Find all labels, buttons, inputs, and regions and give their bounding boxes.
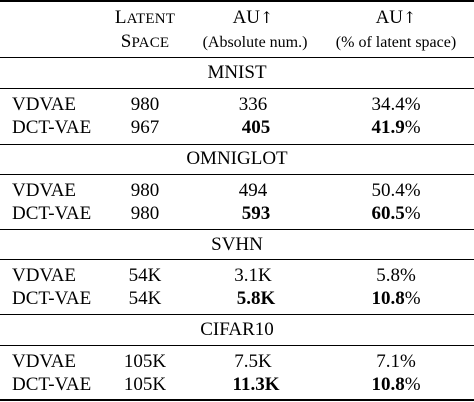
latent-value: 980 <box>130 94 160 115</box>
percent-sign: % <box>404 117 421 138</box>
model-name: VDVAE <box>12 265 77 286</box>
header-au-pct-sub: (% of latent space) <box>335 34 457 51</box>
header-latent-line1-text: LATENT <box>114 7 176 28</box>
section-rule <box>0 345 474 346</box>
au-pct-number: 50.4 <box>371 180 405 201</box>
au-pct-value: 7.1% <box>376 351 416 373</box>
section-rule <box>0 229 474 230</box>
latent-value: 967 <box>130 117 160 138</box>
top-rule <box>0 0 474 2</box>
au-abs-value: 11.3K <box>232 374 280 395</box>
header-au-abs-sub: (Absolute num.) <box>202 34 308 51</box>
percent-sign: % <box>399 351 416 372</box>
au-abs-value: 3.1K <box>234 265 272 286</box>
model-name: DCT-VAE <box>12 117 92 138</box>
au-pct-number: 10.8 <box>371 374 405 395</box>
header-au-abs-label: AU <box>232 7 261 28</box>
latent-value: 54K <box>128 288 162 309</box>
percent-sign: % <box>404 288 421 309</box>
header-latent-line1: LATENT <box>115 7 175 30</box>
header-latent-line2: SPACE <box>121 31 170 54</box>
au-pct-value: 60.5% <box>371 203 420 225</box>
percent-sign: % <box>404 374 421 395</box>
model-name: DCT-VAE <box>12 203 92 224</box>
au-pct-number: 10.8 <box>371 288 405 309</box>
latent-value: 980 <box>130 180 160 201</box>
header-latent-line2-text: SPACE <box>120 31 170 52</box>
au-pct-value: 5.8% <box>376 265 416 287</box>
au-abs-value: 494 <box>238 180 268 201</box>
percent-sign: % <box>399 265 416 286</box>
au-pct-number: 34.4 <box>371 94 405 115</box>
percent-sign: % <box>404 180 421 201</box>
section-rule <box>0 314 474 315</box>
au-abs-value: 5.8K <box>236 288 276 309</box>
section-rule <box>0 144 474 145</box>
section-title: OMNIGLOT <box>186 148 288 169</box>
section-title: SVHN <box>211 234 263 255</box>
model-name: VDVAE <box>12 351 77 372</box>
latent-value: 105K <box>123 351 167 372</box>
au-abs-value: 405 <box>241 117 271 138</box>
au-pct-number: 7.1 <box>376 351 400 372</box>
bottom-rule <box>0 399 474 401</box>
au-pct-number: 60.5 <box>371 203 405 224</box>
section-title: CIFAR10 <box>200 319 274 340</box>
au-pct-value: 10.8% <box>371 288 420 310</box>
percent-sign: % <box>404 203 421 224</box>
au-pct-number: 41.9 <box>371 117 405 138</box>
section-rule <box>0 88 474 89</box>
model-name: VDVAE <box>12 180 77 201</box>
au-pct-value: 41.9% <box>371 117 420 139</box>
model-name: VDVAE <box>12 94 77 115</box>
au-pct-value: 50.4% <box>371 180 420 202</box>
au-abs-value: 593 <box>241 203 271 224</box>
au-abs-value: 7.5K <box>234 351 272 372</box>
percent-sign: % <box>404 94 421 115</box>
section-rule <box>0 174 474 175</box>
header-rule <box>0 57 474 58</box>
au-pct-value: 34.4% <box>371 94 420 116</box>
au-abs-value: 336 <box>238 94 268 115</box>
model-name: DCT-VAE <box>12 288 92 309</box>
latent-value: 980 <box>130 203 160 224</box>
section-rule <box>0 259 474 260</box>
latent-value: 54K <box>128 265 162 286</box>
model-name: DCT-VAE <box>12 374 92 395</box>
latent-value: 105K <box>123 374 167 395</box>
up-arrow-icon: ↑ <box>403 8 417 27</box>
header-au-abs-title: AU↑ <box>233 7 274 29</box>
au-pct-value: 10.8% <box>371 374 420 396</box>
header-au-pct-title: AU↑ <box>376 7 417 29</box>
au-pct-number: 5.8 <box>376 265 400 286</box>
up-arrow-icon: ↑ <box>260 8 274 27</box>
header-au-pct-label: AU <box>375 7 404 28</box>
section-title: MNIST <box>207 62 267 83</box>
